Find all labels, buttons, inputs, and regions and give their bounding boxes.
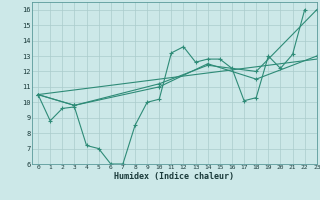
X-axis label: Humidex (Indice chaleur): Humidex (Indice chaleur) bbox=[115, 172, 234, 181]
